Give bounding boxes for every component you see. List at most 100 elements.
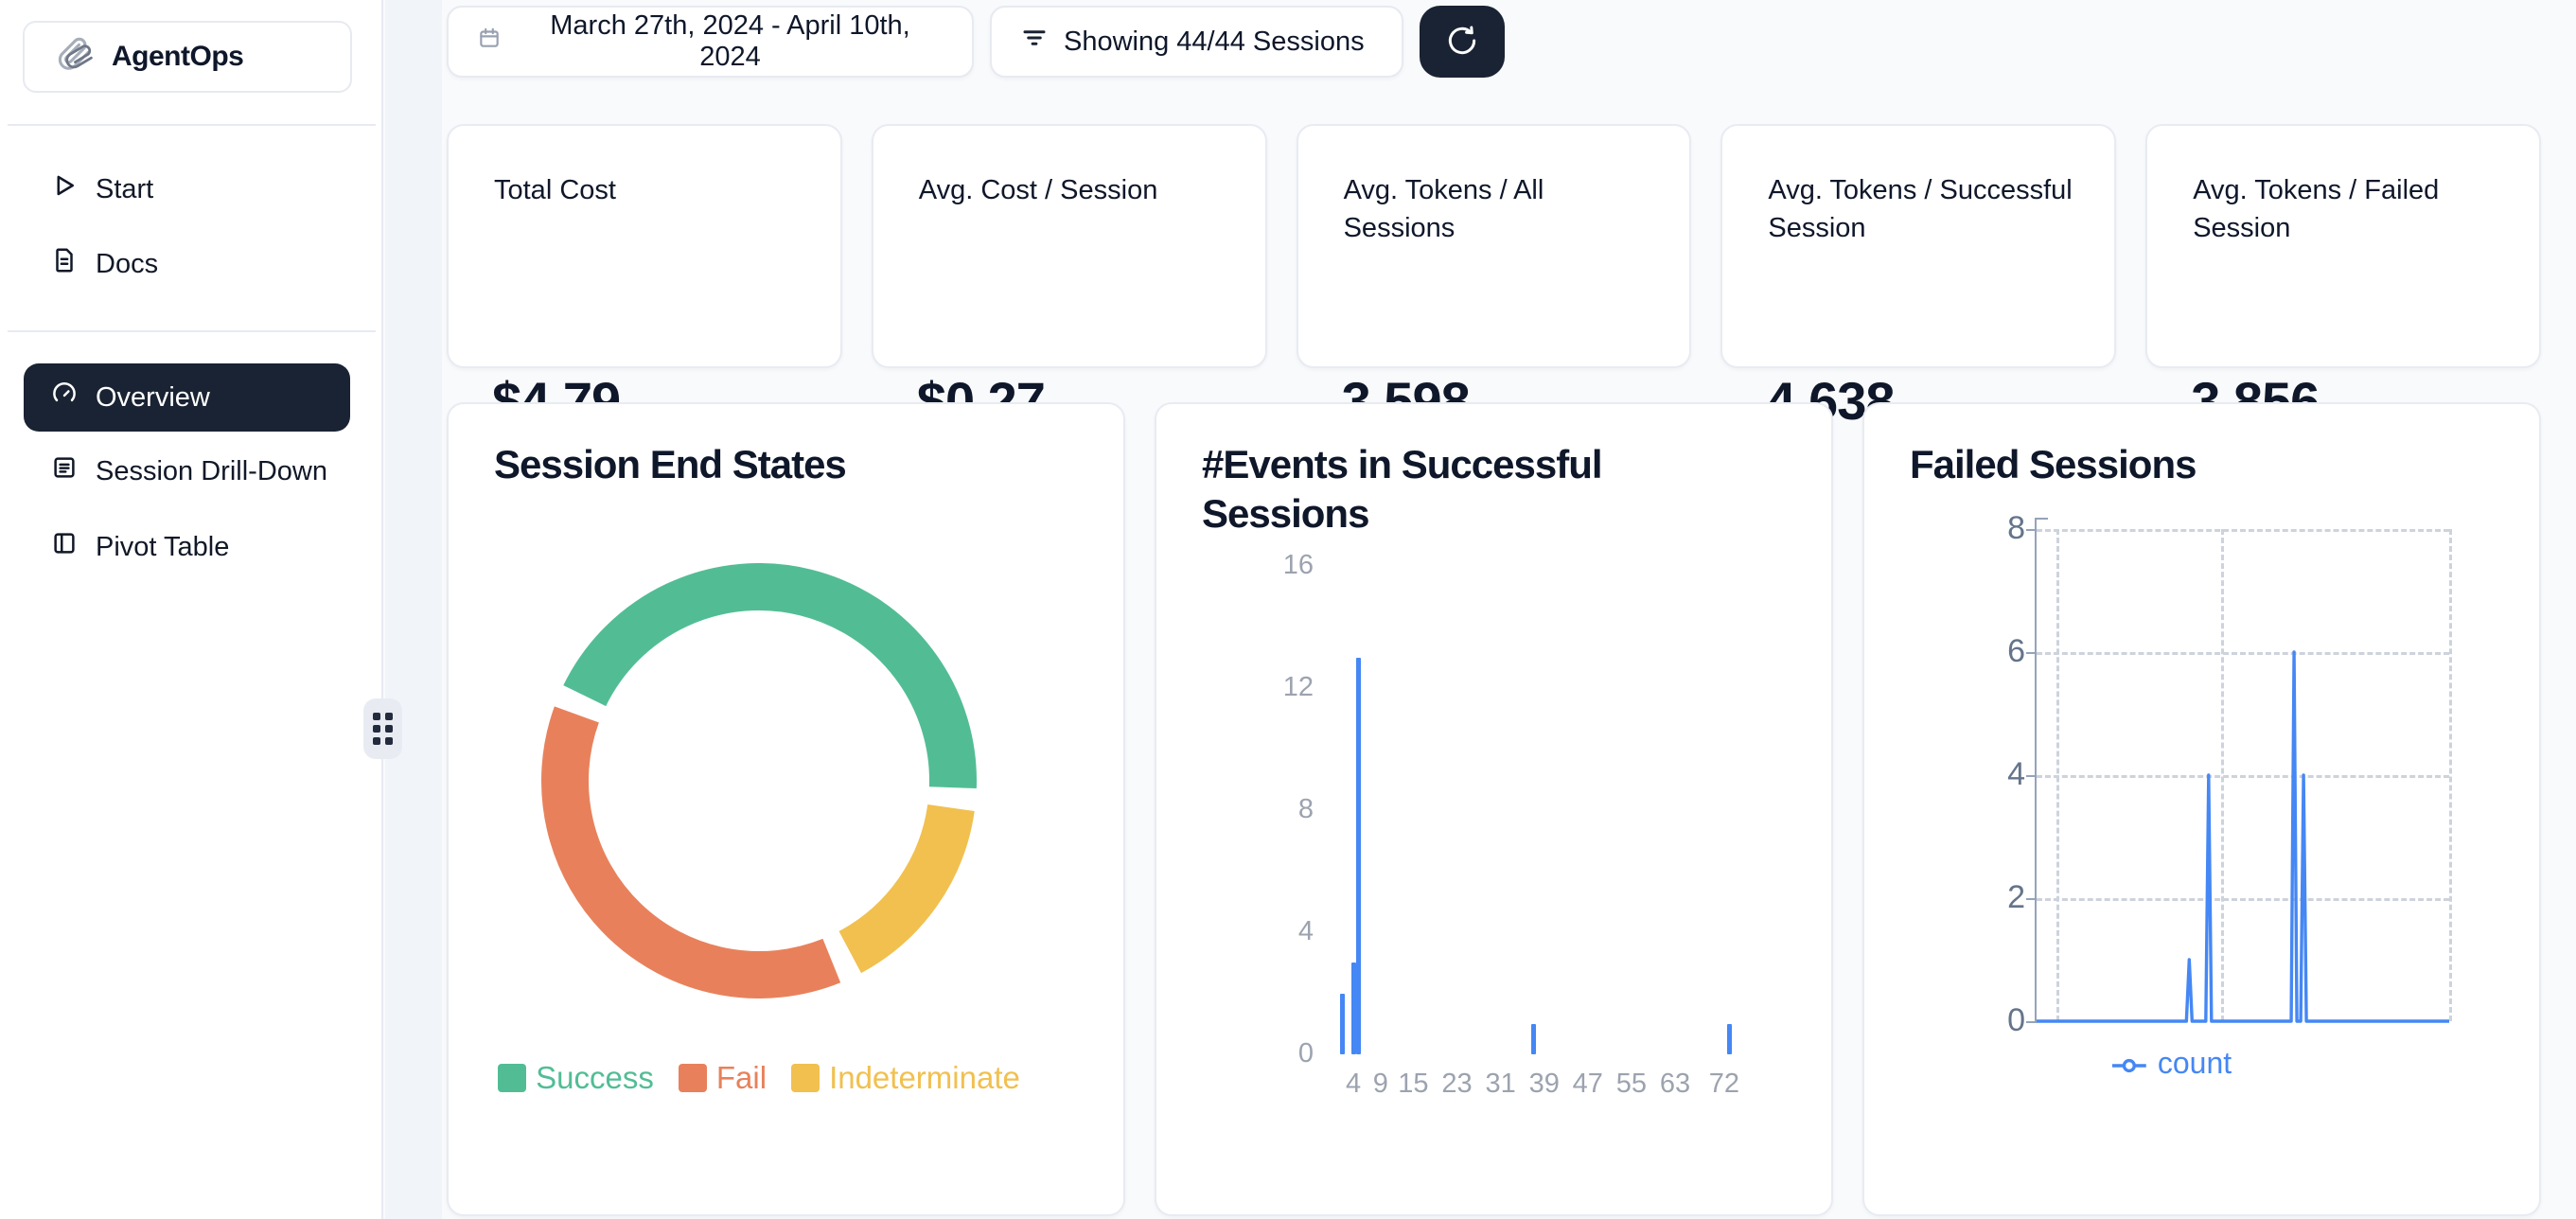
sidebar-item-session-drill-down[interactable]: Session Drill-Down [24, 437, 350, 505]
session-end-states-donut [541, 563, 977, 998]
h-gridline [2037, 775, 2449, 778]
y-axis-tick: 4 [1297, 916, 1314, 946]
v-gridline [2056, 529, 2059, 1021]
legend-item-success[interactable]: Success [498, 1060, 654, 1096]
histogram-bar [1356, 657, 1362, 1054]
session-filter-button[interactable]: Showing 44/44 Sessions [990, 6, 1403, 78]
line-circle-marker-icon [2111, 1046, 2146, 1081]
filter-lines-icon [1020, 24, 1049, 60]
play-icon [50, 171, 79, 207]
donut-segment-success[interactable] [563, 563, 977, 788]
y-axis-tick: 16 [1282, 550, 1314, 580]
y-axis-tick: 0 [2007, 1002, 2025, 1038]
donut-segment-fail[interactable] [541, 706, 841, 998]
y-axis-tickmark [2026, 1021, 2037, 1023]
sidebar: AgentOps Start Docs Overview Session Drill-… [0, 0, 383, 1219]
stat-card: Avg. Tokens / Successful Session 4,638 [1720, 124, 2117, 431]
events-histogram-card: #Events in Successful Sessions 16 12 8 4 0 4 9… [1155, 402, 1833, 1216]
panel-gutter [385, 0, 442, 1219]
chart-title-failed-sessions: Failed Sessions [1910, 442, 2197, 486]
donut-segment-indeterminate[interactable] [838, 804, 975, 974]
histogram-bar [1530, 1023, 1536, 1054]
stat-card: Avg. Cost / Session $0.27 [871, 124, 1267, 431]
stat-label: Avg. Tokens / All Sessions [1343, 175, 1544, 243]
date-range-button[interactable]: March 27th, 2024 - April 10th, 2024 [447, 6, 974, 78]
legend-swatch [678, 1064, 707, 1092]
topbar: March 27th, 2024 - April 10th, 2024 Show… [447, 6, 1505, 78]
chart-title-session-end-states: Session End States [494, 442, 847, 486]
y-axis-tick: 6 [2007, 633, 2025, 669]
x-axis-tick: 63 [1659, 1069, 1691, 1099]
y-axis-tickmark [2026, 529, 2037, 531]
sidebar-item-label: Docs [96, 248, 159, 279]
legend-item-indeterminate[interactable]: Indeterminate [791, 1060, 1020, 1096]
legend-label: Success [536, 1060, 654, 1095]
app-logo[interactable]: AgentOps [23, 21, 352, 93]
stat-label: Total Cost [494, 175, 616, 205]
sidebar-item-label: Session Drill-Down [96, 455, 327, 486]
x-axis-tick: 55 [1615, 1069, 1648, 1099]
sidebar-divider [8, 124, 376, 126]
charts-row: Session End States Success Fail Indetermin… [447, 402, 2541, 1216]
y-axis-line [2035, 518, 2037, 1023]
stat-card: Total Cost $4.79 [447, 124, 842, 431]
sidebar-item-label: Pivot Table [96, 531, 230, 562]
x-axis-tick: 4 [1345, 1069, 1362, 1099]
x-axis-tick: 39 [1528, 1069, 1560, 1099]
x-axis-tick: 23 [1441, 1069, 1473, 1099]
h-gridline [2037, 529, 2449, 532]
sidebar-item-pivot-table[interactable]: Pivot Table [24, 513, 350, 581]
date-range-label: March 27th, 2024 - April 10th, 2024 [550, 10, 910, 72]
refresh-icon [1444, 23, 1480, 62]
session-filter-label: Showing 44/44 Sessions [1064, 26, 1365, 57]
refresh-button[interactable] [1420, 6, 1505, 78]
x-axis-tick: 31 [1485, 1069, 1516, 1099]
y-axis-tickmark [2026, 898, 2037, 900]
app-name: AgentOps [112, 41, 244, 72]
y-axis-tick: 0 [1297, 1038, 1314, 1069]
histogram-bar [1340, 993, 1346, 1054]
y-axis-tickmark [2026, 775, 2037, 777]
h-gridline [2037, 898, 2449, 901]
chart-title-events: #Events in Successful Sessions [1202, 442, 1603, 536]
legend-label: Indeterminate [829, 1060, 1020, 1095]
legend-swatch [791, 1064, 820, 1092]
sidebar-item-label: Start [96, 173, 154, 204]
stat-label: Avg. Tokens / Successful Session [1768, 175, 2073, 243]
paperclip-logo-icon [53, 34, 95, 80]
h-gridline [2037, 652, 2449, 655]
gauge-icon [50, 380, 79, 415]
v-gridline [2220, 529, 2224, 1021]
sidebar-resize-handle[interactable] [363, 698, 402, 759]
stat-card: Avg. Tokens / Failed Session 3,856 [2145, 124, 2541, 431]
x-axis-tick: 47 [1572, 1069, 1603, 1099]
donut-legend: Success Fail Indeterminate [498, 1060, 1020, 1096]
histogram-bar [1350, 963, 1356, 1054]
pivot-table-icon [50, 529, 79, 565]
main-content: March 27th, 2024 - April 10th, 2024 Show… [383, 0, 2576, 1219]
y-axis-tick: 8 [1297, 794, 1314, 824]
y-axis-tick: 2 [2007, 879, 2025, 915]
stat-label: Avg. Tokens / Failed Session [2193, 175, 2440, 243]
y-axis-tickmark [2026, 652, 2037, 654]
y-axis-tick: 12 [1282, 672, 1314, 702]
session-end-states-card: Session End States Success Fail Indetermin… [447, 402, 1125, 1216]
sidebar-item-start[interactable]: Start [24, 155, 350, 223]
legend-label: Fail [715, 1060, 768, 1095]
sidebar-divider [8, 330, 376, 332]
sidebar-item-label: Overview [96, 381, 210, 413]
count-series-legend[interactable]: count [2111, 1046, 2232, 1081]
list-document-icon [50, 453, 79, 489]
x-axis-tick: 72 [1708, 1069, 1739, 1099]
calendar-icon [477, 26, 502, 58]
sidebar-item-docs[interactable]: Docs [24, 230, 350, 298]
count-line-series [2037, 650, 2449, 1023]
stat-card: Avg. Tokens / All Sessions 3,598 [1296, 124, 1692, 431]
legend-item-fail[interactable]: Fail [678, 1060, 768, 1096]
count-series-label: count [2157, 1046, 2232, 1080]
stats-row: Total Cost $4.79 Avg. Cost / Session $0.27 A… [447, 124, 2541, 431]
sidebar-item-overview[interactable]: Overview [24, 363, 350, 432]
y-axis-top-tick [2035, 518, 2048, 520]
histogram-bar [1727, 1023, 1733, 1054]
